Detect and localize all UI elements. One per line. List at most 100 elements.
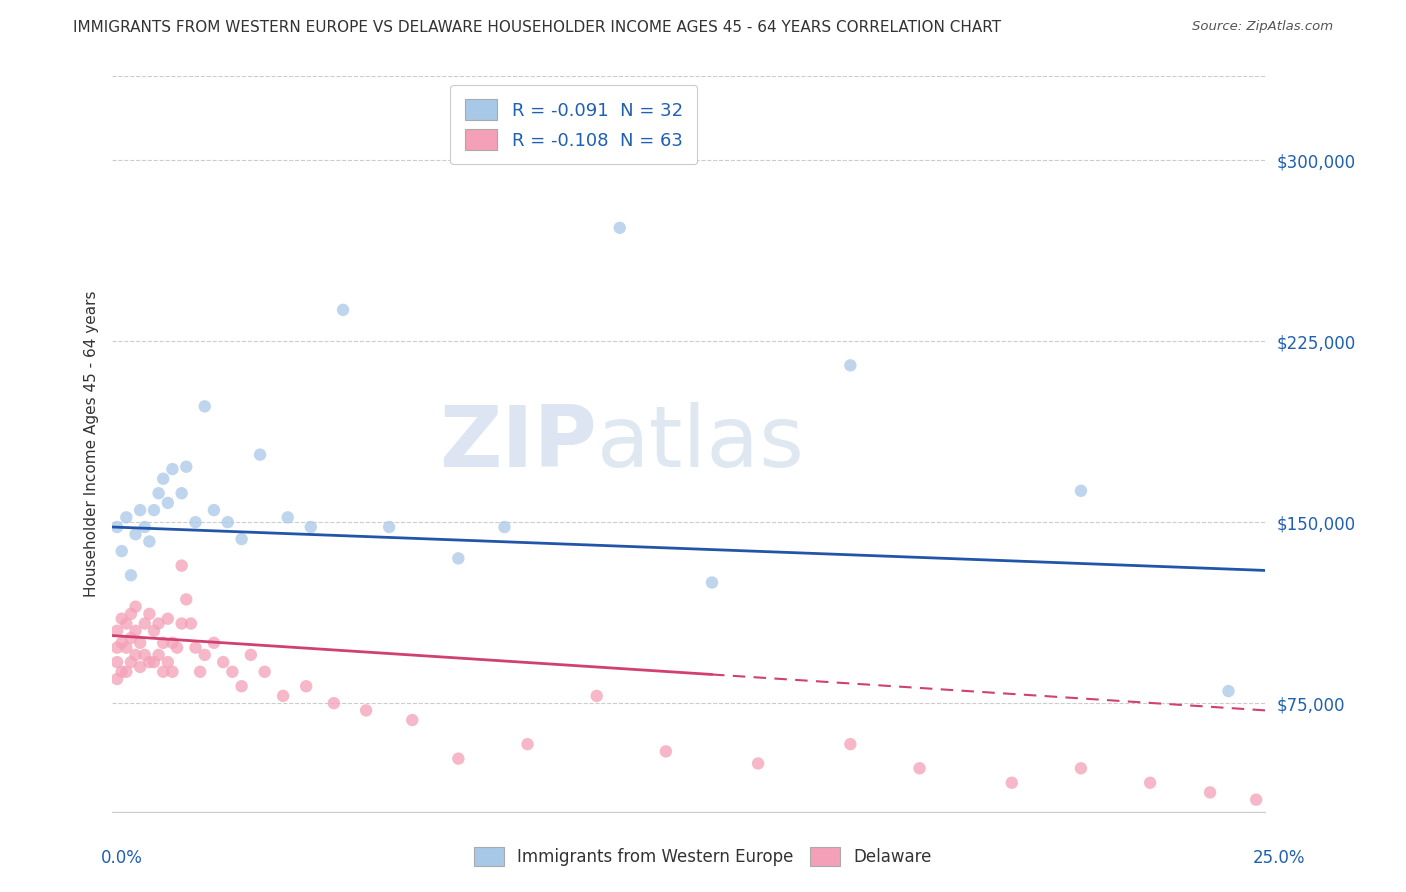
Point xyxy=(174,592,197,607)
Point xyxy=(105,640,128,655)
Point xyxy=(148,486,170,500)
Point xyxy=(585,689,607,703)
Point xyxy=(170,558,193,573)
Text: atlas: atlas xyxy=(596,402,804,485)
Point xyxy=(188,665,211,679)
Point xyxy=(221,665,243,679)
Point xyxy=(138,655,160,669)
Point xyxy=(253,665,276,679)
Point xyxy=(212,655,235,669)
Point xyxy=(231,679,253,693)
Point xyxy=(162,636,184,650)
Point xyxy=(516,737,538,751)
Point xyxy=(124,527,146,541)
Point xyxy=(908,761,931,775)
Point xyxy=(111,544,134,558)
Point xyxy=(152,665,174,679)
Point xyxy=(129,503,152,517)
Point xyxy=(170,616,193,631)
Point xyxy=(217,515,239,529)
Point xyxy=(609,220,631,235)
Point xyxy=(1070,761,1092,775)
Point xyxy=(124,599,146,614)
Point xyxy=(184,515,207,529)
Point xyxy=(194,400,217,414)
Point xyxy=(655,744,678,758)
Point xyxy=(249,448,271,462)
Text: 0.0%: 0.0% xyxy=(101,849,143,867)
Point xyxy=(129,660,152,674)
Point xyxy=(124,648,146,662)
Point xyxy=(124,624,146,638)
Point xyxy=(162,665,184,679)
Point xyxy=(152,636,174,650)
Point xyxy=(138,607,160,621)
Point xyxy=(194,648,217,662)
Point xyxy=(839,359,862,373)
Point xyxy=(148,616,170,631)
Point xyxy=(143,624,166,638)
Point xyxy=(180,616,202,631)
Point xyxy=(111,636,134,650)
Point xyxy=(202,636,225,650)
Text: Source: ZipAtlas.com: Source: ZipAtlas.com xyxy=(1192,20,1333,33)
Point xyxy=(115,616,138,631)
Point xyxy=(447,551,470,566)
Point xyxy=(700,575,723,590)
Point xyxy=(115,665,138,679)
Point xyxy=(156,496,179,510)
Point xyxy=(231,532,253,546)
Point xyxy=(105,624,128,638)
Point xyxy=(120,568,142,582)
Point xyxy=(156,612,179,626)
Point xyxy=(447,751,470,765)
Point xyxy=(170,486,193,500)
Point xyxy=(162,462,184,476)
Text: IMMIGRANTS FROM WESTERN EUROPE VS DELAWARE HOUSEHOLDER INCOME AGES 45 - 64 YEARS: IMMIGRANTS FROM WESTERN EUROPE VS DELAWA… xyxy=(73,20,1001,35)
Point xyxy=(115,640,138,655)
Point xyxy=(105,655,128,669)
Point xyxy=(494,520,516,534)
Point xyxy=(1218,684,1240,698)
Point xyxy=(1244,792,1267,806)
Point xyxy=(166,640,188,655)
Point xyxy=(354,703,377,717)
Point xyxy=(143,503,166,517)
Text: 25.0%: 25.0% xyxy=(1253,849,1305,867)
Point xyxy=(1199,785,1222,799)
Point xyxy=(202,503,225,517)
Point xyxy=(332,302,354,317)
Point xyxy=(184,640,207,655)
Point xyxy=(105,520,128,534)
Legend: Immigrants from Western Europe, Delaware: Immigrants from Western Europe, Delaware xyxy=(467,840,939,873)
Point xyxy=(115,510,138,524)
Point xyxy=(120,607,142,621)
Point xyxy=(401,713,423,727)
Point xyxy=(1139,776,1161,790)
Text: ZIP: ZIP xyxy=(439,402,596,485)
Point xyxy=(134,520,156,534)
Point xyxy=(111,612,134,626)
Point xyxy=(105,672,128,686)
Point xyxy=(295,679,318,693)
Point xyxy=(299,520,322,534)
Point xyxy=(239,648,262,662)
Point xyxy=(134,616,156,631)
Point xyxy=(1001,776,1024,790)
Point xyxy=(271,689,294,703)
Point xyxy=(277,510,299,524)
Point xyxy=(378,520,401,534)
Point xyxy=(129,636,152,650)
Y-axis label: Householder Income Ages 45 - 64 years: Householder Income Ages 45 - 64 years xyxy=(83,291,98,597)
Point xyxy=(322,696,344,710)
Point xyxy=(138,534,160,549)
Point xyxy=(152,472,174,486)
Point xyxy=(747,756,769,771)
Point xyxy=(148,648,170,662)
Point xyxy=(156,655,179,669)
Point xyxy=(174,459,197,474)
Point xyxy=(1070,483,1092,498)
Point xyxy=(143,655,166,669)
Point xyxy=(839,737,862,751)
Point xyxy=(120,631,142,645)
